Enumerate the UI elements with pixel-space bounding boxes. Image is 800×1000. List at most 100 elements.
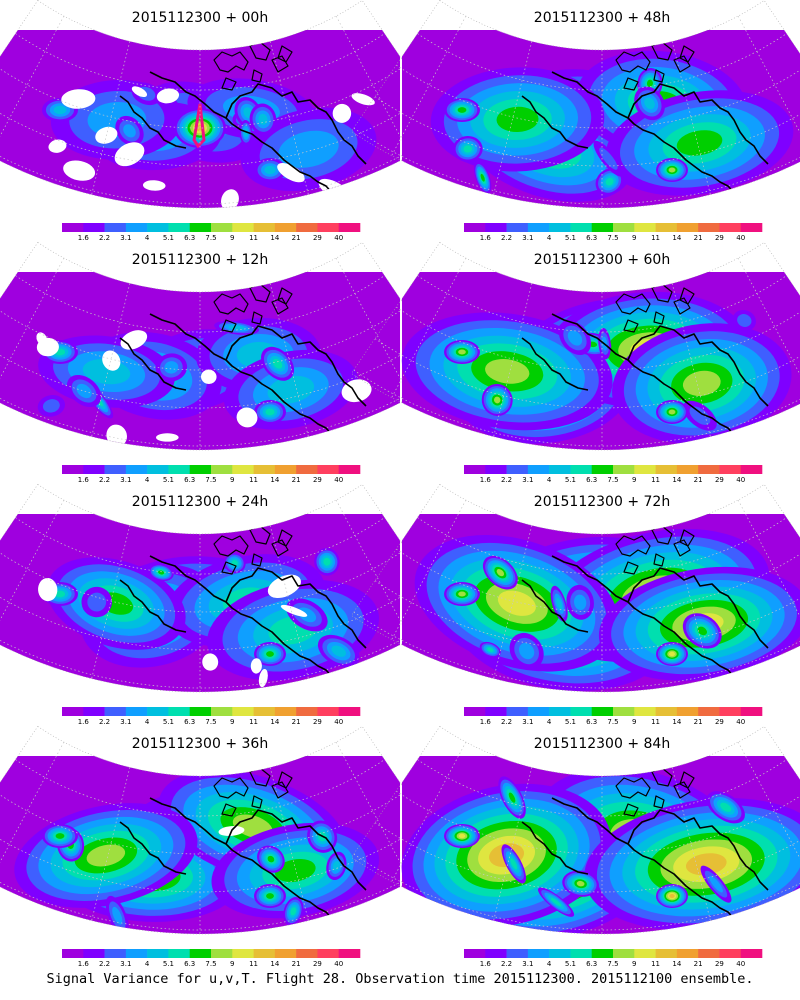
colorbar-swatch <box>527 949 550 958</box>
panel-title: 2015112300 + 72h <box>534 494 670 510</box>
colorbar-swatch <box>62 465 84 474</box>
panel-title: 2015112300 + 60h <box>534 252 670 268</box>
colorbar-tick-label: 11 <box>249 476 258 484</box>
colorbar-tick-label: 3.1 <box>522 234 533 242</box>
colorbar-tick-label: 3.1 <box>120 960 131 968</box>
colorbar-tick-label: 4 <box>145 718 150 726</box>
colorbar-tick-label: 5.1 <box>163 234 174 242</box>
colorbar-swatch <box>147 223 169 232</box>
colorbar-swatch <box>613 465 635 474</box>
panels-group: 2015112300 + 00h 1.6 2.2 3.1 4 5.1 6.3 7.5 9 11 14… <box>0 0 800 968</box>
variance-field <box>353 257 800 450</box>
panel-title: 2015112300 + 12h <box>132 252 268 268</box>
colorbar-swatch <box>719 949 742 958</box>
colorbar-tick-label: 9 <box>632 960 636 968</box>
colorbar-swatch <box>676 949 699 958</box>
colorbar-tick-label: 5.1 <box>565 234 576 242</box>
map-panel-24h: 2015112300 + 24h 1.6 2.2 3.1 4 5.1 6.3 7.5 9 11 14… <box>0 483 451 726</box>
colorbar-tick-label: 14 <box>270 960 279 968</box>
map-panel-48h: 2015112300 + 48h 1.6 2.2 3.1 4 5.1 6.3 7.5 9 11 14… <box>351 0 800 242</box>
colorbar-tick-label: 4 <box>547 476 552 484</box>
colorbar-tick-label: 3.1 <box>522 960 533 968</box>
colorbar-swatch <box>253 223 276 232</box>
colorbar: 1.6 2.2 3.1 4 5.1 6.3 7.5 9 11 14 21 29 40 <box>464 707 763 726</box>
colorbar-swatch <box>274 223 297 232</box>
colorbar-swatch <box>168 707 191 716</box>
colorbar-tick-label: 11 <box>249 234 258 242</box>
colorbar-tick-label: 40 <box>334 476 343 484</box>
colorbar-swatch <box>591 223 614 232</box>
colorbar-tick-label: 1.6 <box>78 476 90 484</box>
colorbar-tick-label: 29 <box>313 718 322 726</box>
colorbar-swatch <box>189 949 212 958</box>
colorbar-tick-label: 40 <box>334 234 343 242</box>
colorbar-swatch <box>549 949 571 958</box>
colorbar-swatch <box>62 707 84 716</box>
colorbar-swatch <box>83 223 105 232</box>
colorbar-tick-label: 2.2 <box>99 960 110 968</box>
colorbar-swatch <box>698 223 720 232</box>
coastlines <box>521 767 769 922</box>
colorbar-tick-label: 11 <box>651 718 660 726</box>
map-panel-00h: 2015112300 + 00h 1.6 2.2 3.1 4 5.1 6.3 7.5 9 11 14… <box>0 0 451 242</box>
colorbar-swatch <box>591 949 614 958</box>
colorbar-swatch <box>740 949 763 958</box>
colorbar-tick-label: 14 <box>672 234 681 242</box>
colorbar-tick-label: 1.6 <box>78 718 90 726</box>
colorbar: 1.6 2.2 3.1 4 5.1 6.3 7.5 9 11 14 21 29 40 <box>62 707 361 726</box>
colorbar-tick-label: 21 <box>694 960 703 968</box>
colorbar-swatch <box>676 707 699 716</box>
colorbar-swatch <box>189 223 212 232</box>
colorbar-swatch <box>83 465 105 474</box>
colorbar-swatch <box>296 465 318 474</box>
colorbar-tick-label: 2.2 <box>501 476 512 484</box>
colorbar-swatch <box>485 465 507 474</box>
colorbar-swatch <box>211 949 233 958</box>
variance-field <box>0 15 449 208</box>
colorbar-swatch <box>740 707 763 716</box>
colorbar-swatch <box>613 707 635 716</box>
colorbar-swatch <box>506 465 529 474</box>
map-panel-12h: 2015112300 + 12h 1.6 2.2 3.1 4 5.1 6.3 7.5 9 11 14… <box>0 241 451 484</box>
coastlines <box>119 767 367 922</box>
colorbar-swatch <box>274 465 297 474</box>
colorbar-swatch <box>189 707 212 716</box>
colorbar-swatch <box>274 949 297 958</box>
colorbar-swatch <box>253 465 276 474</box>
colorbar-tick-label: 2.2 <box>99 234 110 242</box>
colorbar-swatch <box>232 707 254 716</box>
colorbar-swatch <box>232 223 254 232</box>
colorbar-tick-label: 7.5 <box>205 718 216 726</box>
colorbar-swatch <box>296 949 318 958</box>
colorbar-tick-label: 7.5 <box>607 718 618 726</box>
colorbar-tick-label: 1.6 <box>480 476 492 484</box>
colorbar-swatch <box>527 223 550 232</box>
colorbar-tick-label: 9 <box>230 718 234 726</box>
colorbar-swatch <box>698 949 720 958</box>
colorbar-tick-label: 5.1 <box>163 718 174 726</box>
colorbar-swatch <box>296 707 318 716</box>
colorbar-swatch <box>485 949 507 958</box>
colorbar-tick-label: 21 <box>694 234 703 242</box>
colorbar-swatch <box>274 707 297 716</box>
colorbar-swatch <box>506 707 529 716</box>
colorbar-tick-label: 4 <box>547 234 552 242</box>
colorbar-swatch <box>317 465 340 474</box>
panel-title: 2015112300 + 00h <box>132 10 268 26</box>
colorbar-swatch <box>591 707 614 716</box>
colorbar-tick-label: 5.1 <box>565 718 576 726</box>
map-panel-84h: 2015112300 + 84h 1.6 2.2 3.1 4 5.1 6.3 7.5 9 11 14… <box>351 725 800 968</box>
colorbar-tick-label: 14 <box>270 718 279 726</box>
colorbar-swatch <box>527 465 550 474</box>
colorbar-tick-label: 1.6 <box>480 960 492 968</box>
colorbar-tick-label: 29 <box>313 960 322 968</box>
colorbar-tick-label: 6.3 <box>586 718 597 726</box>
colorbar: 1.6 2.2 3.1 4 5.1 6.3 7.5 9 11 14 21 29 40 <box>464 465 763 484</box>
colorbar-tick-label: 2.2 <box>501 960 512 968</box>
colorbar: 1.6 2.2 3.1 4 5.1 6.3 7.5 9 11 14 21 29 40 <box>62 949 361 968</box>
map-panel-60h: 2015112300 + 60h 1.6 2.2 3.1 4 5.1 6.3 7.5 9 11 14… <box>351 241 800 484</box>
colorbar-swatch <box>62 223 84 232</box>
colorbar-tick-label: 5.1 <box>163 476 174 484</box>
colorbar-swatch <box>253 949 276 958</box>
